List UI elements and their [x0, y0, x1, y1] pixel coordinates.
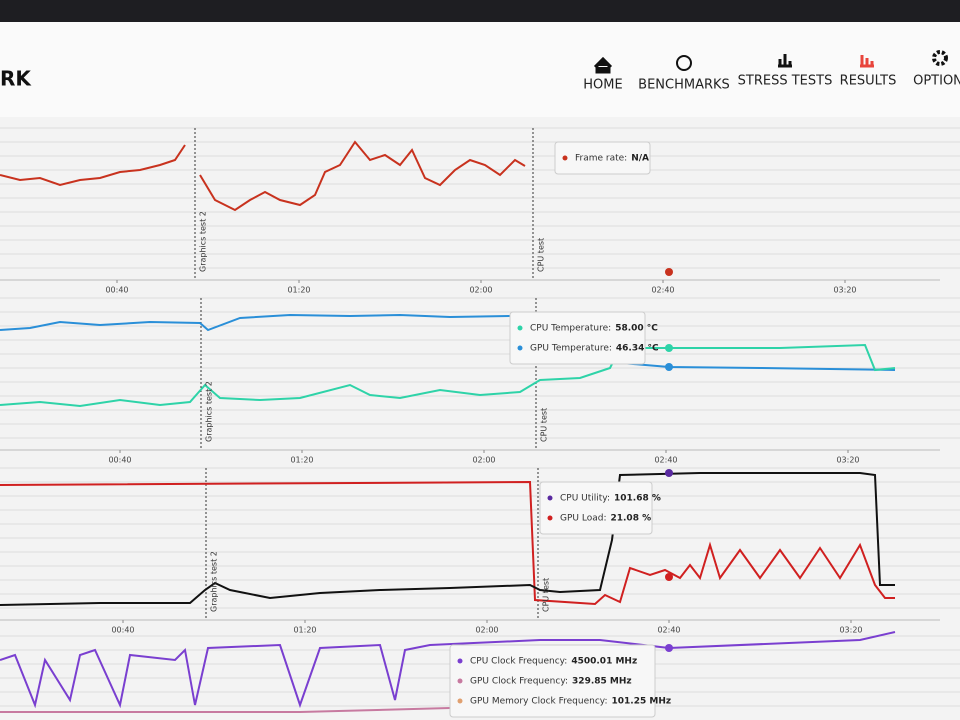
home-icon	[593, 56, 613, 74]
tooltip-value: 101.25 MHz	[612, 697, 672, 707]
trace	[0, 343, 896, 408]
nav-item[interactable]: RESULTS	[840, 74, 897, 89]
time-tick-label: 03:20	[839, 626, 862, 635]
tooltip-value: N/A	[631, 154, 649, 164]
time-tick-label: 02:40	[654, 456, 677, 465]
trace	[0, 480, 895, 606]
tooltip-label: GPU Load:	[560, 514, 606, 524]
cursor-dot	[665, 469, 673, 477]
time-tick-label: 02:00	[469, 286, 492, 295]
tooltip-value: 58.00 °C	[615, 324, 658, 334]
legend-dot	[562, 155, 568, 161]
tooltip-label: GPU Clock Frequency:	[470, 677, 568, 687]
cursor-dot	[665, 344, 673, 352]
tooltip-value: 4500.01 MHz	[571, 657, 637, 667]
legend-dot	[517, 325, 523, 331]
tooltip-label: CPU Temperature:	[530, 324, 611, 334]
tooltip	[539, 481, 653, 535]
tooltip-label: GPU Temperature:	[530, 344, 612, 354]
cursor-dot	[665, 573, 673, 581]
nav-item[interactable]: HOME	[583, 78, 622, 93]
results-icon	[860, 55, 874, 68]
marker-label: Graphics test 2	[199, 211, 208, 272]
tooltip-value: 46.34 °C	[616, 344, 659, 354]
legend-dot	[547, 515, 553, 521]
header	[0, 22, 960, 117]
nav-item[interactable]: STRESS TESTS	[738, 74, 833, 89]
marker-label: Graphics test 2	[210, 551, 219, 612]
trace	[199, 140, 526, 212]
time-tick-label: 00:40	[105, 286, 128, 295]
legend-dot	[457, 678, 463, 684]
tooltip-label: CPU Clock Frequency:	[470, 657, 567, 667]
tooltip-label: GPU Memory Clock Frequency:	[470, 697, 608, 707]
marker-label: CPU test	[542, 578, 551, 612]
cursor-dot	[665, 644, 673, 652]
marker-label: CPU test	[537, 238, 546, 272]
logo: RK	[0, 67, 32, 91]
time-tick-label: 01:20	[293, 626, 316, 635]
stress-icon	[778, 54, 792, 68]
legend-dot	[457, 658, 463, 664]
benchmarks-icon	[676, 55, 692, 71]
trace	[0, 144, 186, 187]
nav-item[interactable]: OPTION	[913, 74, 960, 89]
tooltip	[509, 311, 646, 365]
time-tick-label: 02:00	[472, 456, 495, 465]
time-tick-label: 00:40	[111, 626, 134, 635]
legend-dot	[457, 698, 463, 704]
time-tick-label: 02:40	[651, 286, 674, 295]
cursor-dot	[665, 363, 673, 371]
tooltip-value: 329.85 MHz	[572, 677, 632, 687]
time-tick-label: 03:20	[836, 456, 859, 465]
nav-item[interactable]: BENCHMARKS	[638, 78, 730, 93]
time-tick-label: 02:40	[657, 626, 680, 635]
tooltip-label: Frame rate:	[575, 154, 627, 164]
legend-dot	[547, 495, 553, 501]
marker-label: CPU test	[540, 408, 549, 442]
marker-label: Graphics test 2	[205, 381, 214, 442]
time-tick-label: 00:40	[108, 456, 131, 465]
trace	[0, 472, 895, 606]
tooltip-value: 21.08 %	[610, 514, 651, 524]
time-tick-label: 01:20	[287, 286, 310, 295]
time-tick-label: 02:00	[475, 626, 498, 635]
tooltip	[449, 644, 656, 718]
window-bar	[0, 0, 960, 22]
legend-dot	[517, 345, 523, 351]
tooltip-label: CPU Utility:	[560, 494, 610, 504]
trace	[0, 631, 896, 709]
tooltip-value: 101.68 %	[614, 494, 661, 504]
time-tick-label: 03:20	[833, 286, 856, 295]
cursor-dot	[665, 268, 673, 276]
time-tick-label: 01:20	[290, 456, 313, 465]
options-icon	[932, 50, 948, 66]
tooltip	[554, 141, 651, 175]
